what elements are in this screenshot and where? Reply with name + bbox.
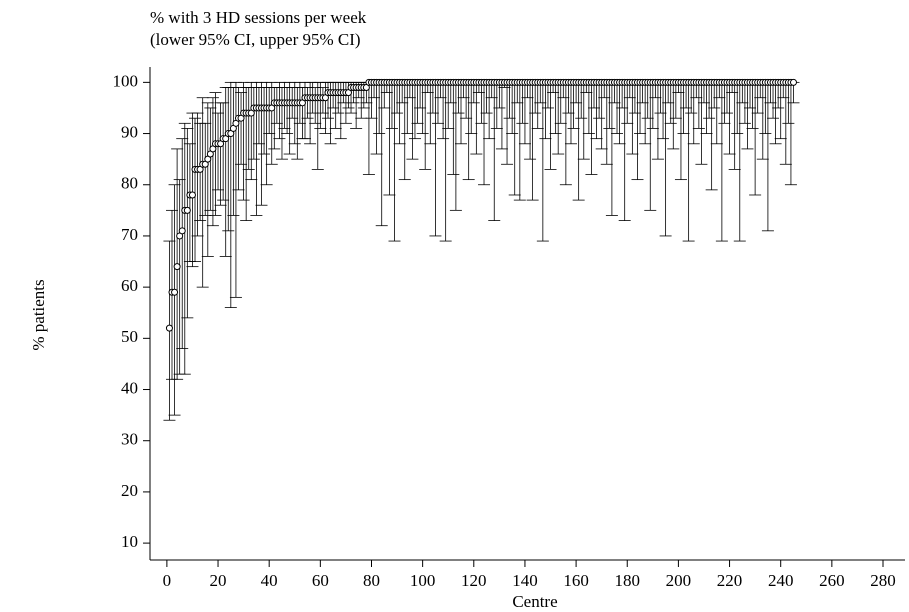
x-tick-label: 160 <box>563 571 589 590</box>
point <box>789 78 797 86</box>
point <box>183 206 191 214</box>
x-tick-label: 60 <box>312 571 329 590</box>
y-tick-label: 50 <box>121 327 138 346</box>
x-tick-label: 140 <box>512 571 538 590</box>
x-tick-label: 40 <box>261 571 278 590</box>
y-tick-label: 20 <box>121 481 138 500</box>
point <box>178 227 186 235</box>
x-tick-label: 120 <box>461 571 487 590</box>
y-tick-label: 60 <box>121 276 138 295</box>
x-tick-label: 0 <box>163 571 172 590</box>
x-tick-label: 180 <box>614 571 640 590</box>
point <box>173 263 181 271</box>
chart-title: % with 3 HD sessions per week <box>150 8 367 27</box>
point <box>171 288 179 296</box>
x-tick-label: 20 <box>210 571 227 590</box>
x-tick-label: 100 <box>410 571 436 590</box>
y-tick-label: 10 <box>121 532 138 551</box>
x-tick-label: 280 <box>870 571 896 590</box>
y-tick-label: 100 <box>113 71 139 90</box>
y-tick-label: 40 <box>121 378 138 397</box>
x-axis-label: Centre <box>512 592 557 611</box>
x-tick-label: 220 <box>717 571 743 590</box>
x-tick-label: 240 <box>768 571 794 590</box>
chart-subtitle: (lower 95% CI, upper 95% CI) <box>150 30 361 49</box>
x-tick-label: 200 <box>666 571 692 590</box>
y-tick-label: 30 <box>121 430 138 449</box>
point <box>188 191 196 199</box>
point <box>165 324 173 332</box>
y-tick-label: 70 <box>121 225 138 244</box>
y-tick-label: 90 <box>121 122 138 141</box>
y-tick-label: 80 <box>121 174 138 193</box>
x-tick-label: 80 <box>363 571 380 590</box>
y-axis-label: % patients <box>29 279 48 350</box>
x-tick-label: 260 <box>819 571 845 590</box>
